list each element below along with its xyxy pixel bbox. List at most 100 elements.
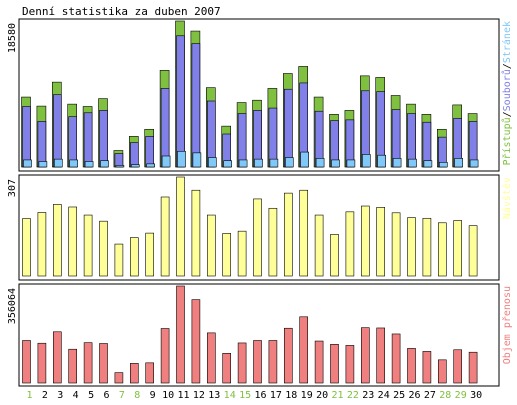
x-tick-label-day-16: 16 <box>254 390 266 401</box>
bar-visits-day-3 <box>52 204 62 277</box>
bar-souboru-day-13 <box>207 100 216 168</box>
bar-stranek-day-1 <box>23 159 32 168</box>
bar-traffic-day-26 <box>407 348 416 384</box>
bar-visits-day-1 <box>22 218 31 277</box>
x-tick-label-day-12: 12 <box>193 390 205 401</box>
bar-souboru-day-7 <box>114 153 124 168</box>
chart-title: Denní statistika za duben 2007 <box>22 5 221 18</box>
bar-traffic-day-18 <box>283 327 293 384</box>
x-tick-label-day-9: 9 <box>150 390 156 401</box>
bar-stranek-day-25 <box>392 158 402 168</box>
bar-traffic-day-22 <box>345 345 355 384</box>
bar-souboru-day-5 <box>83 112 93 168</box>
bar-traffic-day-15 <box>237 342 247 384</box>
bar-visits-day-13 <box>207 214 216 277</box>
bar-visits-day-25 <box>391 212 401 277</box>
bar-souboru-day-3 <box>52 94 62 168</box>
bar-traffic-day-25 <box>391 333 401 384</box>
hits-ymax-label: 18580 <box>7 23 18 53</box>
bar-stranek-day-27 <box>423 160 433 168</box>
x-tick-label-day-20: 20 <box>316 390 328 401</box>
bar-visits-day-11 <box>176 176 185 277</box>
visits-ymax-label: 307 <box>7 179 18 197</box>
bar-souboru-day-11 <box>176 35 185 168</box>
x-tick-label-day-18: 18 <box>285 390 297 401</box>
bar-souboru-day-1 <box>22 106 31 168</box>
bar-stranek-day-20 <box>315 158 325 168</box>
bar-traffic-day-8 <box>130 363 139 384</box>
bar-souboru-day-6 <box>99 110 108 168</box>
bar-visits-day-9 <box>145 232 154 277</box>
bar-traffic-day-23 <box>360 327 370 384</box>
visits-legend: Návštěv <box>501 177 513 219</box>
bar-visits-day-14 <box>222 233 231 277</box>
bar-souboru-day-16 <box>253 110 262 168</box>
x-tick-label-day-17: 17 <box>270 390 282 401</box>
bar-stranek-day-17 <box>269 158 279 168</box>
bar-stranek-day-24 <box>377 154 387 168</box>
bar-stranek-day-2 <box>38 161 48 168</box>
x-tick-label-day-8: 8 <box>134 390 140 401</box>
bar-stranek-day-7 <box>115 165 125 168</box>
x-tick-label-day-4: 4 <box>73 390 79 401</box>
bar-visits-day-19 <box>299 189 309 277</box>
x-tick-label-day-13: 13 <box>208 390 220 401</box>
bar-visits-day-17 <box>268 207 278 277</box>
bar-visits-day-5 <box>83 214 93 277</box>
bar-traffic-day-11 <box>176 285 185 384</box>
bar-stranek-day-8 <box>131 164 140 168</box>
bar-traffic-day-14 <box>222 353 231 384</box>
bar-traffic-day-24 <box>376 327 386 384</box>
bar-traffic-day-2 <box>37 342 47 384</box>
bar-souboru-day-17 <box>268 107 278 168</box>
bar-visits-day-26 <box>407 217 416 277</box>
bar-stranek-day-13 <box>208 157 217 168</box>
bar-stranek-day-5 <box>84 161 94 168</box>
bar-traffic-day-3 <box>52 331 62 384</box>
legend-separator: / <box>502 111 513 117</box>
bar-stranek-day-15 <box>238 159 248 168</box>
bar-traffic-day-6 <box>99 343 108 384</box>
bar-stranek-day-21 <box>331 159 340 168</box>
bar-traffic-day-29 <box>453 349 463 384</box>
bar-visits-day-30 <box>468 225 478 277</box>
bar-souboru-day-18 <box>283 88 293 168</box>
bar-stranek-day-23 <box>361 154 371 168</box>
x-tick-label-day-19: 19 <box>301 390 313 401</box>
legend-entry: Souborů <box>501 69 513 111</box>
bar-visits-day-23 <box>360 205 370 277</box>
x-tick-label-day-5: 5 <box>88 390 94 401</box>
bar-visits-day-27 <box>422 217 432 277</box>
bar-visits-day-29 <box>453 220 463 277</box>
bar-visits-day-20 <box>314 214 324 277</box>
bar-traffic-day-12 <box>191 299 201 384</box>
bar-souboru-day-8 <box>130 142 139 168</box>
bar-souboru-day-12 <box>191 43 201 168</box>
bar-traffic-day-1 <box>22 340 31 384</box>
bar-traffic-day-20 <box>314 340 324 384</box>
bar-traffic-day-19 <box>299 316 309 384</box>
x-tick-label-day-10: 10 <box>162 390 174 401</box>
x-tick-label-day-22: 22 <box>347 390 359 401</box>
legend-entry: Stránek <box>501 21 513 63</box>
bar-souboru-day-9 <box>145 136 154 168</box>
x-tick-label-day-11: 11 <box>177 390 189 401</box>
bar-stranek-day-11 <box>177 150 186 168</box>
bar-stranek-day-16 <box>254 158 263 168</box>
bar-visits-day-22 <box>345 211 355 277</box>
x-tick-label-day-26: 26 <box>408 390 420 401</box>
bar-traffic-day-17 <box>268 340 278 384</box>
bar-visits-day-28 <box>437 222 447 277</box>
bar-visits-day-15 <box>237 230 247 277</box>
bar-visits-day-16 <box>253 198 262 277</box>
bar-traffic-day-28 <box>437 359 447 384</box>
bar-traffic-day-10 <box>160 328 170 384</box>
bar-stranek-day-6 <box>100 160 109 168</box>
x-tick-label-day-30: 30 <box>470 390 482 401</box>
bar-stranek-day-14 <box>223 160 232 168</box>
legend-entry: Přístupů <box>501 117 513 165</box>
x-tick-label-day-7: 7 <box>119 390 125 401</box>
bar-stranek-day-10 <box>161 155 171 168</box>
bar-stranek-day-22 <box>346 159 356 168</box>
